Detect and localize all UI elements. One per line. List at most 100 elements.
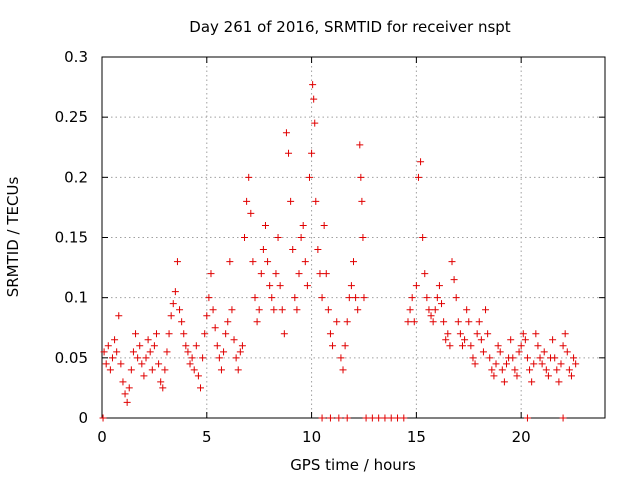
data-point — [469, 354, 477, 362]
data-point — [194, 372, 202, 380]
data-point — [419, 234, 427, 241]
data-point — [356, 141, 364, 149]
data-point — [203, 312, 211, 320]
data-point — [406, 306, 414, 314]
data-point — [197, 384, 205, 392]
data-point — [498, 366, 506, 374]
data-point — [169, 300, 177, 308]
data-point — [341, 342, 349, 350]
data-point — [343, 414, 351, 422]
data-point — [417, 158, 425, 166]
x-tick-label: 20 — [512, 428, 531, 446]
data-point — [549, 336, 557, 344]
data-point — [521, 336, 529, 344]
data-point — [350, 258, 357, 266]
data-point — [444, 330, 452, 338]
data-point — [570, 354, 578, 362]
axis-ticks: 0 5 10 15 20 0 0.05 0.1 0.15 0.2 0.25 0.3 — [55, 48, 605, 446]
data-point — [526, 366, 534, 374]
data-point — [534, 342, 542, 350]
data-point — [285, 149, 293, 157]
data-point — [320, 221, 328, 229]
data-point — [423, 294, 431, 302]
data-point — [502, 360, 510, 368]
data-point — [287, 197, 295, 205]
data-point — [354, 306, 362, 314]
x-tick-label: 0 — [97, 428, 107, 446]
data-point — [140, 372, 148, 380]
data-point — [513, 372, 521, 380]
data-point — [343, 318, 351, 326]
data-point — [425, 306, 433, 314]
data-point — [180, 330, 188, 338]
data-point — [134, 354, 142, 362]
data-point — [106, 366, 114, 374]
data-point — [465, 318, 473, 326]
data-point — [316, 270, 324, 278]
data-point — [100, 348, 108, 356]
data-point — [438, 300, 446, 308]
data-point — [152, 330, 160, 338]
data-point — [511, 366, 519, 374]
data-point — [310, 95, 318, 103]
data-point — [217, 366, 225, 374]
data-point — [357, 173, 365, 181]
data-point — [274, 234, 282, 241]
data-point — [488, 366, 496, 374]
data-point — [224, 318, 232, 326]
data-point — [517, 342, 525, 350]
data-point — [176, 306, 184, 314]
data-point — [318, 294, 326, 302]
data-point — [557, 360, 565, 368]
x-tick-label: 15 — [407, 428, 426, 446]
data-point — [532, 330, 540, 338]
data-point — [308, 149, 316, 157]
data-point — [293, 306, 301, 314]
data-point — [544, 372, 552, 380]
data-point — [247, 209, 255, 217]
data-point — [150, 342, 158, 350]
data-point — [509, 354, 517, 362]
data-point — [245, 173, 253, 181]
y-tick-label: 0 — [78, 409, 88, 427]
data-point — [276, 282, 284, 290]
data-point — [450, 276, 458, 284]
data-point — [410, 318, 418, 326]
data-point — [251, 294, 259, 302]
data-point — [299, 221, 307, 229]
data-point — [312, 197, 320, 205]
chart-title: Day 261 of 2016, SRMTID for receiver nsp… — [189, 18, 510, 36]
data-points — [99, 81, 580, 422]
data-point — [559, 342, 567, 350]
data-point — [500, 378, 508, 386]
data-point — [111, 336, 119, 344]
data-point — [213, 342, 221, 350]
x-tick-label: 5 — [202, 428, 212, 446]
data-point — [295, 270, 303, 278]
data-point — [559, 414, 567, 422]
x-tick-label: 10 — [302, 428, 321, 446]
data-point — [329, 342, 337, 350]
data-point — [463, 306, 471, 314]
data-point — [163, 348, 171, 356]
data-point — [555, 378, 563, 386]
data-point — [278, 306, 286, 314]
data-point — [125, 384, 133, 392]
y-tick-label: 0.3 — [64, 48, 88, 66]
data-point — [243, 197, 251, 205]
y-axis-label: SRMTID / TECUs — [4, 177, 22, 298]
data-point — [241, 234, 249, 241]
data-point — [528, 378, 536, 386]
data-point — [207, 270, 215, 278]
data-point — [435, 282, 443, 290]
data-point — [412, 282, 420, 290]
data-point — [368, 414, 376, 422]
data-point — [301, 258, 309, 266]
data-point — [482, 306, 490, 314]
data-point — [205, 294, 213, 302]
data-point — [253, 318, 261, 326]
data-point — [477, 336, 485, 344]
data-point — [324, 306, 332, 314]
data-point — [305, 173, 313, 181]
data-point — [471, 360, 479, 368]
